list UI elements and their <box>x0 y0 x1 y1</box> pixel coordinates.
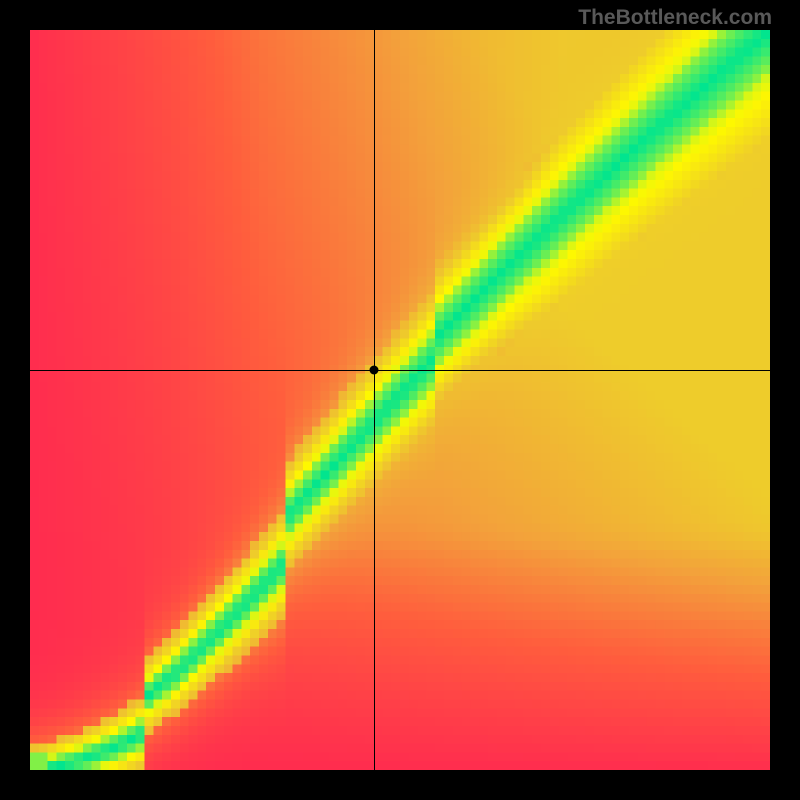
heatmap-canvas <box>30 30 770 770</box>
crosshair-horizontal <box>30 370 770 371</box>
watermark-text: TheBottleneck.com <box>578 6 772 30</box>
heatmap-plot <box>30 30 770 770</box>
marker-dot <box>370 366 379 375</box>
crosshair-vertical <box>374 30 375 770</box>
